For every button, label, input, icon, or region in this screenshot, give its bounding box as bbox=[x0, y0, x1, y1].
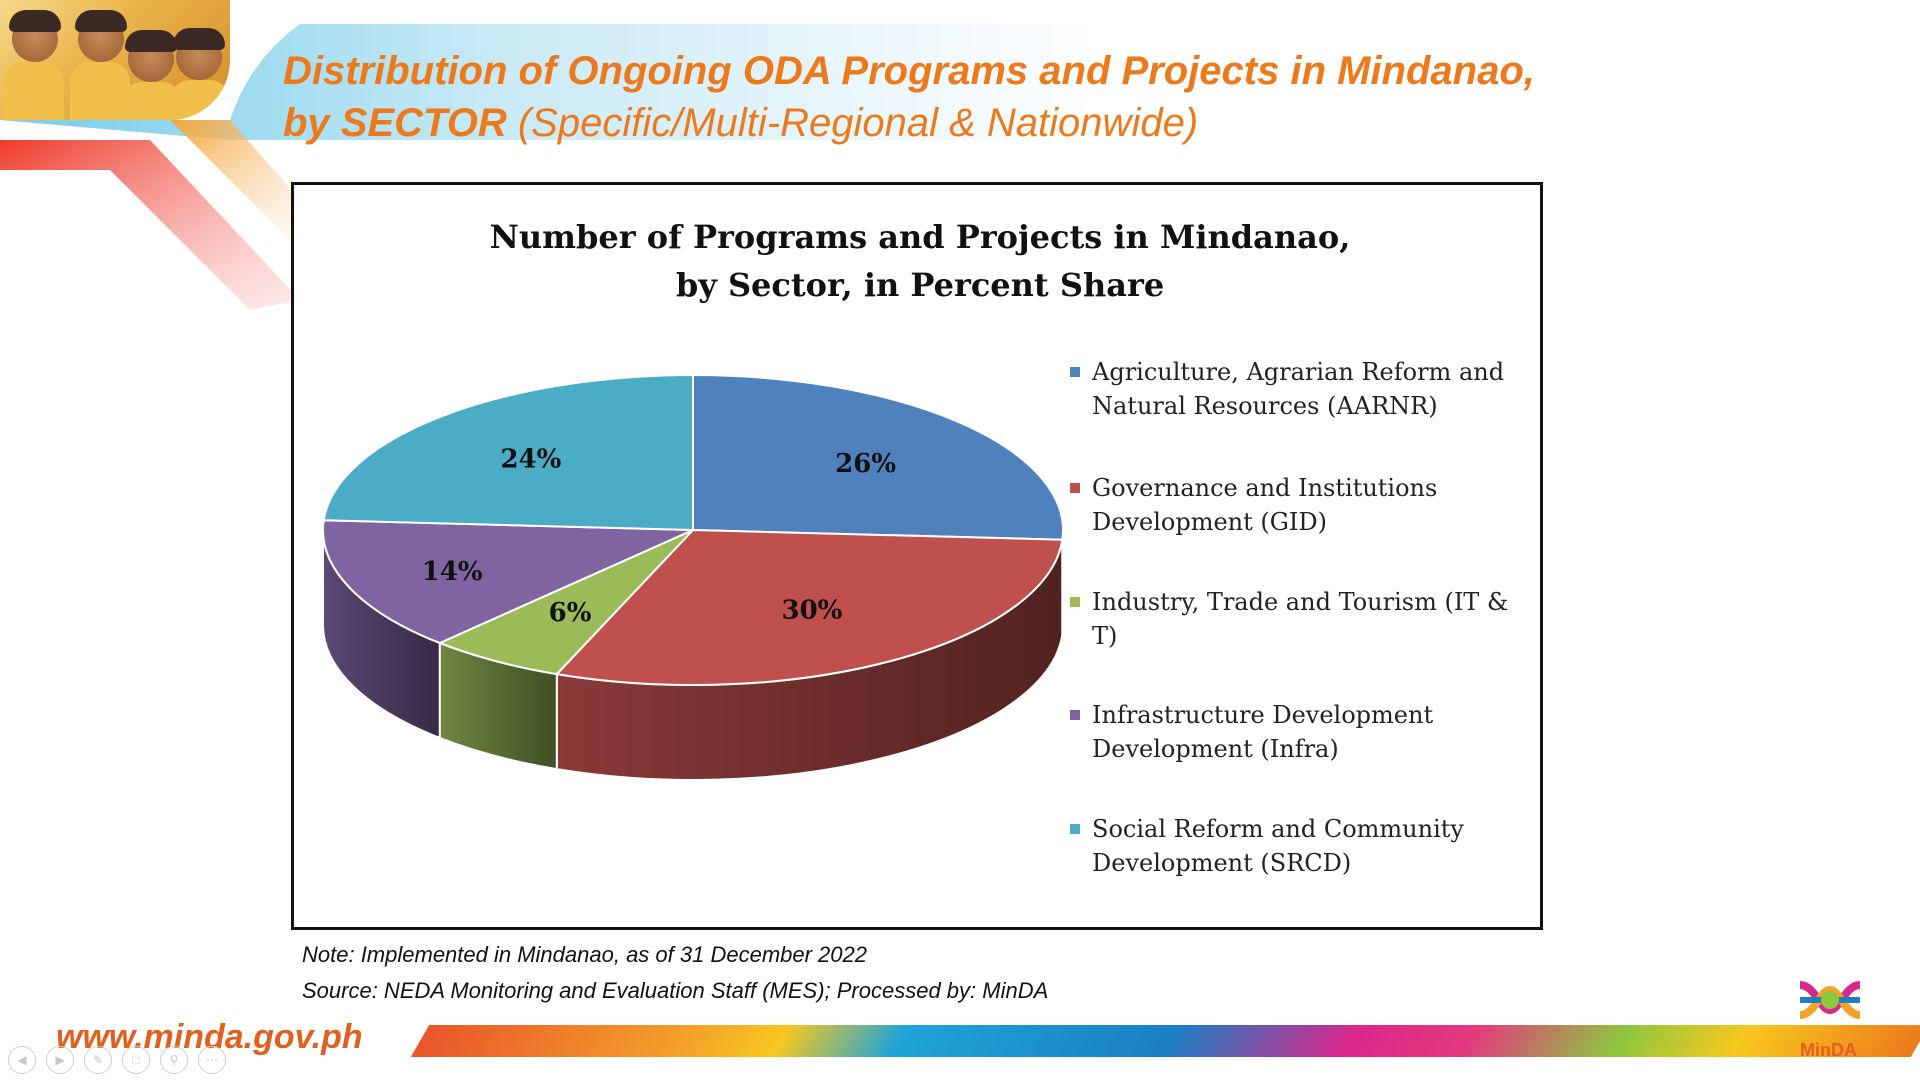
chart-frame: Number of Programs and Projects in Minda… bbox=[291, 182, 1543, 930]
logo-text: MinDA bbox=[1800, 1040, 1857, 1060]
chart-note: Note: Implemented in Mindanao, as of 31 … bbox=[302, 942, 867, 967]
legend-swatch bbox=[1070, 597, 1080, 607]
slide-title-subtitle: (Specific/Multi-Regional & Nationwide) bbox=[506, 101, 1199, 145]
child-figure bbox=[125, 30, 177, 82]
minda-logo bbox=[1799, 981, 1861, 1019]
pie-slice-gid bbox=[554, 528, 1064, 686]
pie-chart: 26% 30% 6% 14% 24% bbox=[322, 373, 1064, 781]
prev-icon[interactable]: ◀ bbox=[8, 1046, 36, 1074]
legend-label: Infrastructure Development Development (… bbox=[1092, 701, 1434, 763]
child-figure bbox=[75, 10, 127, 62]
slides-icon[interactable]: □ bbox=[122, 1046, 150, 1074]
legend-item-itt: Industry, Trade and Tourism (IT & T) bbox=[1070, 585, 1530, 653]
more-icon[interactable]: ⋯ bbox=[198, 1046, 226, 1074]
slide-controls: ◀ ▶ ✎ □ ⚲ ⋯ bbox=[8, 1046, 226, 1074]
slide-title-line1: Distribution of Ongoing ODA Programs and… bbox=[283, 49, 1535, 93]
child-figure bbox=[9, 10, 61, 62]
next-icon[interactable]: ▶ bbox=[46, 1046, 74, 1074]
child-figure-body bbox=[4, 62, 64, 120]
data-label-itt: 6% bbox=[549, 598, 592, 628]
data-label-aarnr: 26% bbox=[835, 449, 896, 479]
legend-item-infra: Infrastructure Development Development (… bbox=[1070, 698, 1433, 766]
legend-label: Industry, Trade and Tourism (IT & T) bbox=[1092, 588, 1509, 650]
legend-label: Governance and Institutions Development … bbox=[1092, 474, 1438, 536]
pie-slice-infra bbox=[322, 519, 694, 645]
legend-swatch bbox=[1070, 710, 1080, 720]
slide-title-bold: by SECTOR bbox=[283, 101, 507, 145]
header-decoration bbox=[0, 24, 1100, 310]
legend-label: Agriculture, Agrarian Reform and Natural… bbox=[1092, 358, 1505, 420]
pen-icon[interactable]: ✎ bbox=[84, 1046, 112, 1074]
slide-title: Distribution of Ongoing ODA Programs and… bbox=[283, 45, 1683, 149]
pie-slice-itt bbox=[437, 529, 694, 676]
child-figure bbox=[173, 28, 225, 80]
legend-item-srcd: Social Reform and Community Development … bbox=[1070, 812, 1464, 880]
legend-swatch bbox=[1070, 824, 1080, 834]
pie-slice-srcd bbox=[322, 373, 694, 532]
child-figure-body bbox=[170, 80, 230, 120]
header-photo bbox=[0, 0, 230, 120]
data-label-srcd: 24% bbox=[500, 445, 561, 475]
legend-item-gid: Governance and Institutions Development … bbox=[1070, 471, 1437, 539]
chart-source: Source: NEDA Monitoring and Evaluation S… bbox=[302, 978, 1049, 1003]
legend-label: Social Reform and Community Development … bbox=[1092, 815, 1464, 877]
chart-title: Number of Programs and Projects in Minda… bbox=[489, 218, 1351, 304]
legend-item-aarnr: Agriculture, Agrarian Reform and Natural… bbox=[1070, 355, 1504, 423]
legend-swatch bbox=[1070, 367, 1080, 377]
data-label-infra: 14% bbox=[422, 557, 483, 587]
child-figure-body bbox=[70, 62, 130, 120]
slide-title-line2: by SECTOR (Specific/Multi-Regional & Nat… bbox=[283, 97, 1683, 149]
data-label-gid: 30% bbox=[782, 596, 843, 626]
footer-color-bar bbox=[410, 1025, 1920, 1057]
legend-swatch bbox=[1070, 483, 1080, 493]
zoom-icon[interactable]: ⚲ bbox=[160, 1046, 188, 1074]
pie-slice-aarnr bbox=[692, 373, 1064, 541]
